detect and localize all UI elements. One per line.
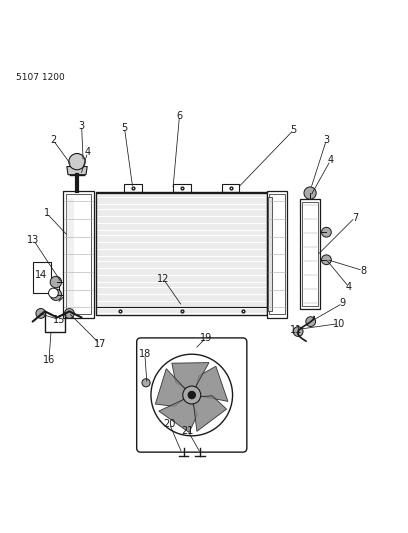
Circle shape bbox=[50, 289, 62, 301]
Text: 7: 7 bbox=[352, 213, 358, 223]
Text: 4: 4 bbox=[327, 156, 334, 165]
Text: 8: 8 bbox=[360, 265, 366, 276]
Circle shape bbox=[304, 187, 316, 199]
Polygon shape bbox=[195, 366, 228, 401]
Text: 19: 19 bbox=[200, 333, 212, 343]
Text: 3: 3 bbox=[323, 135, 330, 145]
Bar bbox=[66, 195, 91, 314]
Text: 16: 16 bbox=[43, 356, 55, 365]
Text: 4: 4 bbox=[346, 282, 352, 292]
Text: 10: 10 bbox=[333, 319, 345, 329]
Text: 15: 15 bbox=[53, 314, 65, 325]
Bar bbox=[268, 197, 272, 311]
Circle shape bbox=[36, 309, 46, 318]
Bar bbox=[222, 184, 239, 192]
Polygon shape bbox=[172, 362, 209, 392]
Circle shape bbox=[151, 354, 233, 436]
Text: 14: 14 bbox=[35, 270, 47, 280]
Bar bbox=[96, 193, 267, 316]
Bar bbox=[124, 184, 142, 192]
Text: 6: 6 bbox=[176, 110, 183, 120]
Circle shape bbox=[293, 327, 303, 336]
Text: 20: 20 bbox=[163, 418, 175, 429]
Circle shape bbox=[183, 386, 201, 404]
Text: 5107 1200: 5107 1200 bbox=[16, 72, 65, 82]
Polygon shape bbox=[33, 262, 59, 293]
Circle shape bbox=[64, 309, 74, 318]
Text: 5: 5 bbox=[290, 125, 297, 135]
Circle shape bbox=[322, 255, 331, 265]
Text: 5: 5 bbox=[121, 123, 128, 133]
Circle shape bbox=[188, 391, 195, 399]
Bar bbox=[63, 191, 94, 318]
Text: 17: 17 bbox=[94, 339, 106, 349]
Bar bbox=[302, 203, 318, 306]
Bar bbox=[269, 195, 285, 314]
Text: 13: 13 bbox=[27, 235, 40, 245]
Circle shape bbox=[306, 317, 316, 327]
Text: 11: 11 bbox=[290, 325, 302, 335]
Text: 18: 18 bbox=[139, 349, 151, 359]
Circle shape bbox=[142, 379, 150, 387]
Bar bbox=[300, 199, 320, 309]
Polygon shape bbox=[155, 369, 189, 407]
Polygon shape bbox=[159, 397, 197, 432]
Bar bbox=[267, 191, 287, 318]
Text: 21: 21 bbox=[182, 425, 194, 435]
Bar bbox=[173, 184, 191, 192]
Circle shape bbox=[322, 228, 331, 237]
Circle shape bbox=[50, 277, 62, 288]
Circle shape bbox=[69, 154, 85, 170]
Polygon shape bbox=[67, 166, 87, 175]
Text: 4: 4 bbox=[84, 147, 91, 157]
Polygon shape bbox=[193, 395, 226, 431]
Text: 12: 12 bbox=[157, 274, 169, 284]
Text: 3: 3 bbox=[78, 121, 85, 131]
Text: 9: 9 bbox=[339, 298, 346, 308]
FancyBboxPatch shape bbox=[137, 338, 247, 452]
Circle shape bbox=[49, 288, 58, 298]
Text: 1: 1 bbox=[44, 208, 50, 219]
Text: 2: 2 bbox=[50, 135, 56, 145]
